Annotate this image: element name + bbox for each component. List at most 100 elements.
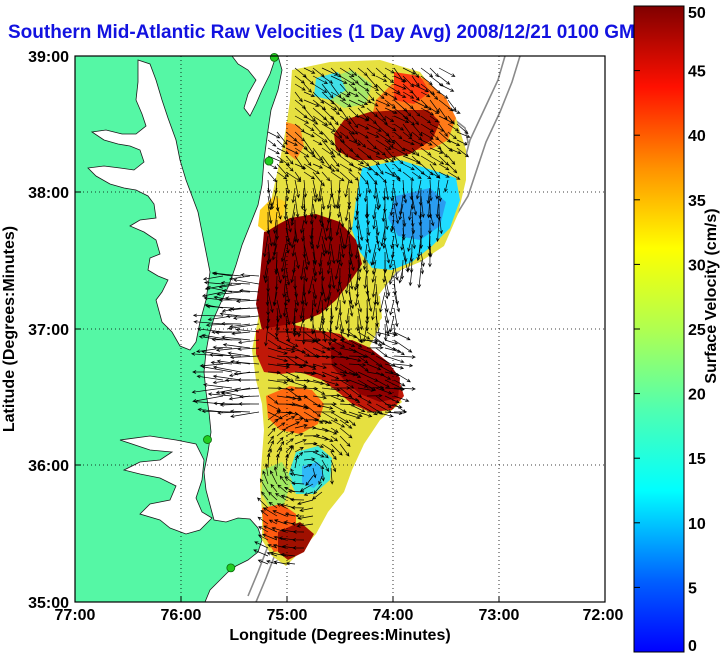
velocity-vector xyxy=(232,315,260,320)
velocity-vector xyxy=(292,323,297,338)
velocity-vector xyxy=(456,131,471,138)
velocity-vector xyxy=(348,211,353,231)
velocity-vector xyxy=(339,235,345,259)
velocity-vector xyxy=(263,525,278,533)
velocity-vector xyxy=(339,67,355,78)
velocity-vector xyxy=(384,355,405,364)
velocity-vector xyxy=(348,411,363,418)
velocity-vector xyxy=(294,451,304,461)
velocity-vector xyxy=(411,131,423,141)
velocity-vector xyxy=(339,427,353,439)
velocity-vector xyxy=(384,67,395,74)
velocity-vector xyxy=(375,139,392,150)
velocity-vector xyxy=(268,519,278,525)
velocity-vector xyxy=(303,491,314,496)
velocity-vector xyxy=(371,259,377,275)
velocity-vector xyxy=(384,115,395,123)
radar-stations xyxy=(203,52,279,573)
velocity-vector xyxy=(192,370,223,374)
velocity-vector xyxy=(393,283,399,306)
velocity-vector xyxy=(402,131,413,140)
velocity-vector xyxy=(384,107,398,114)
velocity-vector xyxy=(216,359,242,365)
velocity-vectors xyxy=(190,67,471,566)
velocity-vector xyxy=(366,291,373,312)
velocity-vector xyxy=(303,291,308,307)
velocity-vector xyxy=(362,251,368,271)
velocity-vector xyxy=(220,390,242,397)
map-grid xyxy=(75,56,605,602)
y-tick-label: 37:00 xyxy=(28,322,69,339)
velocity-vector xyxy=(303,155,312,167)
velocity-vector xyxy=(348,139,362,146)
velocity-vector xyxy=(270,551,287,557)
velocity-vector xyxy=(393,227,399,248)
velocity-vector xyxy=(228,275,251,281)
velocity-vector xyxy=(285,416,296,421)
velocity-vector xyxy=(375,235,381,252)
velocity-vector xyxy=(318,259,323,276)
velocity-vector xyxy=(366,131,380,138)
velocity-vector xyxy=(330,147,342,157)
velocity-vector xyxy=(321,435,334,442)
velocity-vector xyxy=(348,75,359,84)
velocity-vector xyxy=(201,409,233,414)
velocity-vector xyxy=(384,243,391,264)
velocity-vector xyxy=(354,243,359,260)
velocity-vector xyxy=(312,115,329,126)
velocity-vector xyxy=(411,171,422,179)
x-axis-label: Longitude (Degrees:Minutes) xyxy=(229,627,450,644)
velocity-vector xyxy=(273,519,287,525)
velocity-vector xyxy=(267,171,277,183)
velocity-vector xyxy=(326,195,332,210)
velocity-vector xyxy=(372,203,377,220)
velocity-vector xyxy=(330,371,347,377)
velocity-vector xyxy=(348,163,363,171)
velocity-vector xyxy=(270,483,278,493)
velocity-vector xyxy=(330,243,336,265)
velocity-vector xyxy=(285,379,308,388)
velocity-vector xyxy=(357,307,364,331)
velocity-vector xyxy=(285,371,300,379)
velocity-vector xyxy=(321,235,328,254)
velocity-vector xyxy=(330,395,345,402)
velocity-vector xyxy=(321,338,338,342)
velocity-vector xyxy=(266,560,278,565)
velocity-vector xyxy=(212,374,242,381)
x-tick-label: 72:00 xyxy=(583,607,624,624)
velocity-vector xyxy=(273,211,278,235)
velocity-vector xyxy=(240,273,260,277)
velocity-vector xyxy=(330,427,339,433)
velocity-vector xyxy=(201,333,233,341)
velocity-vector xyxy=(375,187,381,209)
velocity-vector xyxy=(330,451,337,461)
velocity-vector xyxy=(267,331,279,340)
velocity-vector xyxy=(303,123,315,132)
velocity-vector xyxy=(330,347,343,355)
velocity-vector xyxy=(294,171,302,181)
velocity-vector xyxy=(289,497,305,502)
velocity-vector xyxy=(312,387,326,395)
velocity-vector xyxy=(438,123,448,137)
velocity-vector xyxy=(438,211,443,235)
velocity-vector xyxy=(285,163,294,172)
velocity-vector xyxy=(330,155,340,168)
velocity-vector xyxy=(294,403,310,410)
velocity-vector xyxy=(339,171,353,184)
velocity-vector xyxy=(272,291,278,306)
velocity-vector xyxy=(285,307,291,326)
velocity-vector xyxy=(303,107,316,122)
velocity-vector xyxy=(321,67,339,76)
velocity-vector xyxy=(357,179,362,198)
velocity-vector xyxy=(321,171,331,182)
velocity-vector xyxy=(438,83,455,92)
velocity-vector xyxy=(203,280,224,285)
colorbar-tick-label: 20 xyxy=(688,387,706,404)
velocity-vector xyxy=(348,235,354,258)
radar-station-marker xyxy=(203,435,212,444)
velocity-vector xyxy=(321,283,328,303)
velocity-vector xyxy=(297,315,305,338)
radar-station-marker xyxy=(264,156,274,166)
velocity-vector xyxy=(411,123,423,137)
velocity-vector xyxy=(285,431,295,437)
